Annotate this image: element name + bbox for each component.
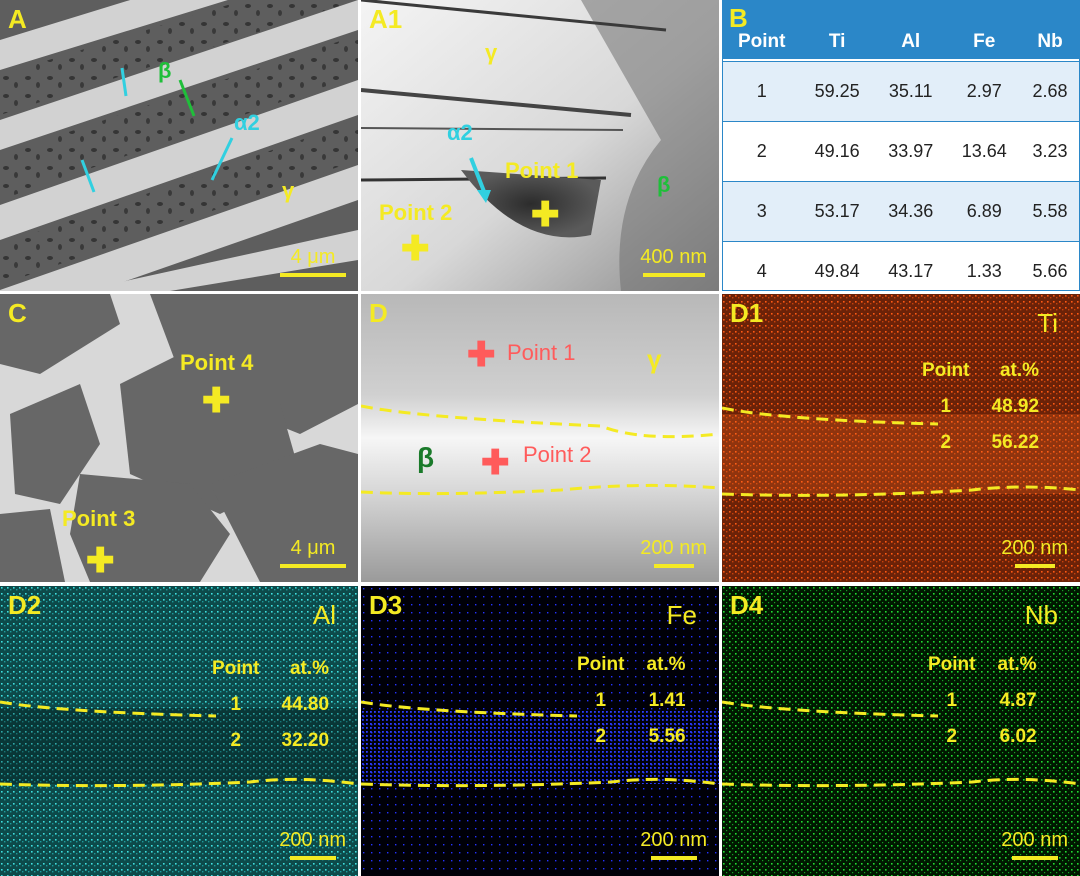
- scale-bar: 4 μm: [280, 537, 346, 568]
- panel-d3-fe-map: D3 Fe Point at.% 1 1.41 2 5.56 200 nm: [361, 586, 719, 876]
- alpha2-label: α2: [234, 110, 260, 135]
- panel-b-label: B: [729, 3, 748, 33]
- beta-label: β: [657, 172, 671, 197]
- panel-d2-label: D2: [8, 590, 42, 620]
- panel-d-micrograph: [361, 294, 719, 582]
- gamma-label: γ: [647, 344, 662, 374]
- point-2-marker: ✚: [481, 444, 510, 482]
- nb-eds-map: [722, 586, 1080, 876]
- point-4-marker: ✚: [202, 382, 231, 420]
- panel-d-label: D: [369, 298, 388, 328]
- table-header-row: Point Ti Al Fe Nb: [723, 23, 1079, 62]
- element-label: Nb: [1024, 600, 1058, 630]
- header-point: Point: [737, 31, 786, 52]
- element-label: Al: [312, 600, 336, 630]
- point-1-label: Point 1: [507, 340, 576, 365]
- fe-eds-map: [361, 586, 719, 876]
- scale-label: 200 nm: [279, 829, 346, 851]
- panel-a-label: A: [8, 4, 27, 34]
- panel-c-sem-image: C Point 4 ✚ Point 3 ✚ 4 μm: [0, 294, 358, 582]
- table-row: 2 32.20: [230, 730, 330, 751]
- panel-a1-label: A1: [369, 4, 403, 34]
- table-row: 4 49.84 43.17 1.33 5.66: [723, 241, 1079, 290]
- panel-d2-al-map: D2 Al Point at.% 1 44.80 2 32.20 200 nm: [0, 586, 358, 876]
- table-row: 2 56.22: [940, 432, 1040, 453]
- ti-eds-map: [722, 294, 1080, 582]
- point-1-marker: ✚: [467, 336, 496, 374]
- scale-label: 200 nm: [640, 537, 707, 559]
- table-row: 1 59.25 35.11 2.97 2.68: [723, 61, 1079, 122]
- panel-d1-label: D1: [730, 298, 764, 328]
- element-label: Fe: [666, 600, 697, 630]
- al-eds-map: [0, 586, 358, 876]
- beta-label: β: [158, 58, 172, 83]
- panel-d3-label: D3: [369, 590, 403, 620]
- table-row: 1 44.80: [230, 694, 330, 715]
- panel-a-sem-image: A β α2 γ 4 μm: [0, 0, 358, 291]
- panel-c-micrograph: [0, 294, 358, 582]
- scale-bar: 200 nm: [640, 829, 707, 860]
- panel-a1-tem-image: A1 γ α2 β Point 1 ✚ Point 2 ✚ 400 nm: [361, 0, 719, 291]
- point-composition-table: Point at.% 1 1.41 2 5.56: [565, 646, 698, 756]
- beta-label: β: [417, 442, 435, 473]
- point-composition-table: Point at.% 1 44.80 2 32.20: [200, 650, 341, 760]
- table-row: 1 48.92: [940, 396, 1040, 417]
- panel-d-haadf-image: D ✚ Point 1 γ β ✚ Point 2 200 nm: [361, 294, 719, 582]
- scale-bar: 200 nm: [279, 829, 346, 860]
- point-3-marker: ✚: [86, 542, 115, 580]
- point-3-label: Point 3: [62, 506, 136, 531]
- header-fe: Fe: [973, 31, 996, 52]
- point-1-label: Point 1: [505, 158, 579, 183]
- scale-label: 4 μm: [290, 246, 336, 268]
- table-row: 1 1.41: [595, 690, 686, 711]
- scale-label: 200 nm: [1001, 537, 1068, 559]
- table-row: 2 6.02: [946, 726, 1037, 747]
- point-composition-table: Point at.% 1 4.87 2 6.02: [916, 646, 1049, 756]
- alpha2-arrow: [469, 157, 491, 203]
- panel-d1-ti-map: D1 Ti Point at.% 1 48.92 2 56.22 200 nm: [722, 294, 1080, 582]
- point-4-label: Point 4: [180, 350, 254, 375]
- scale-label: 4 μm: [290, 537, 336, 559]
- table-row: 3 53.17 34.36 6.89 5.58: [723, 181, 1079, 242]
- panel-b-composition-table: B Point Ti Al Fe Nb 1 59.25 35.11 2.97 2.68 …: [722, 0, 1080, 291]
- point-2-marker: ✚: [401, 230, 430, 268]
- scale-bar: 4 μm: [280, 246, 346, 277]
- point-2-label: Point 2: [523, 442, 592, 467]
- panel-d4-nb-map: D4 Nb Point at.% 1 4.87 2 6.02 200 nm: [722, 586, 1080, 876]
- header-al: Al: [901, 31, 921, 52]
- table-row: 1 4.87: [946, 690, 1037, 711]
- alpha2-label: α2: [447, 120, 473, 145]
- gamma-label: γ: [282, 178, 295, 203]
- panel-a-micrograph: [0, 0, 358, 291]
- scale-bar: 200 nm: [1001, 829, 1068, 860]
- panel-a1-micrograph: [361, 0, 719, 291]
- gamma-label: γ: [485, 40, 498, 65]
- point-2-label: Point 2: [379, 200, 453, 225]
- point-composition-table: Point at.% 1 48.92 2 56.22: [910, 352, 1051, 462]
- table-row: 2 5.56: [595, 726, 686, 747]
- scale-bar: 200 nm: [640, 537, 707, 568]
- scale-label: 200 nm: [640, 829, 707, 851]
- scale-label: 200 nm: [1001, 829, 1068, 851]
- scale-bar: 200 nm: [1001, 537, 1068, 568]
- point-1-marker: ✚: [531, 196, 560, 234]
- header-nb: Nb: [1037, 31, 1063, 52]
- table-row: 2 49.16 33.97 13.64 3.23: [723, 121, 1079, 182]
- panel-d4-label: D4: [730, 590, 764, 620]
- scale-bar: 400 nm: [640, 246, 707, 277]
- scale-label: 400 nm: [640, 246, 707, 268]
- element-label: Ti: [1037, 308, 1058, 338]
- panel-c-label: C: [8, 298, 27, 328]
- header-ti: Ti: [828, 31, 846, 52]
